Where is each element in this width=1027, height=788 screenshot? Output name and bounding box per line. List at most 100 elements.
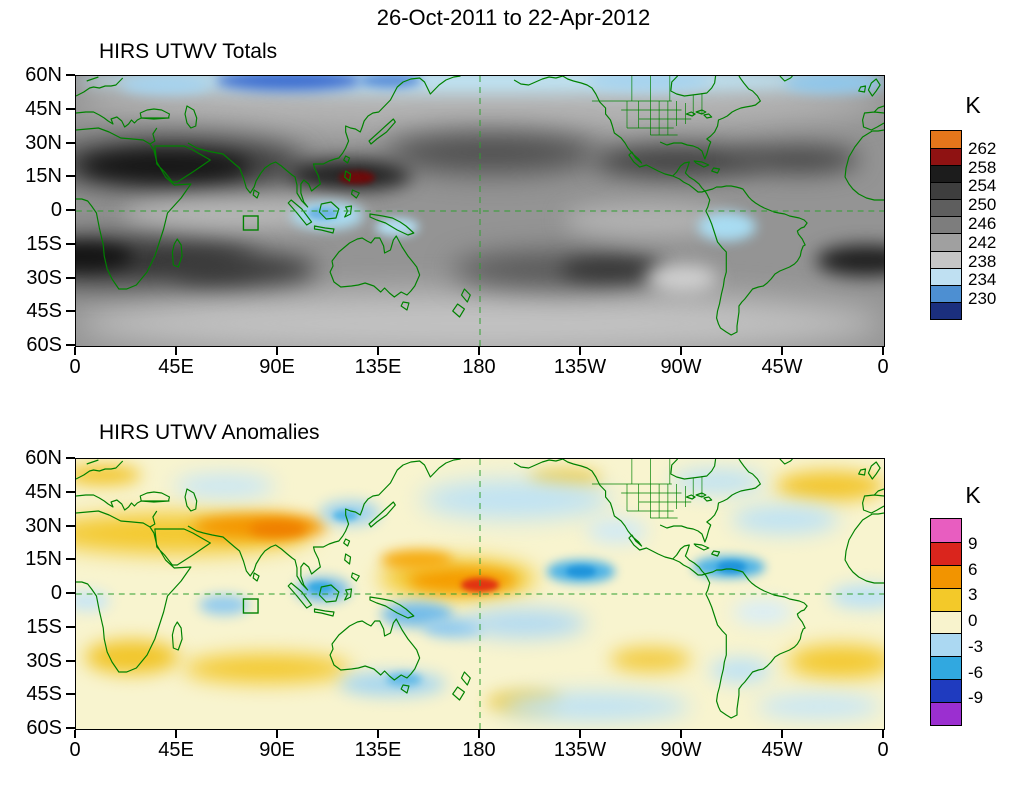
totals-colorbar-units-label: K (965, 92, 981, 118)
contour-blob (308, 581, 333, 593)
contour-blob (736, 145, 861, 173)
axis-tick (66, 592, 75, 594)
colorbar-segment (931, 250, 961, 268)
contour-blob (710, 658, 771, 683)
axis-tick (66, 310, 75, 313)
axis-tick (66, 659, 75, 662)
contour-blob (830, 583, 884, 609)
colorbar-tick-label: 6 (968, 559, 978, 579)
contour-blob (586, 76, 711, 90)
axis-tick (66, 457, 75, 459)
colorbar-segment (931, 148, 961, 166)
anomalies-map (75, 458, 885, 730)
lat-tick-label: 15N (25, 548, 62, 571)
axis-tick (66, 175, 75, 178)
contour-blob (420, 480, 612, 519)
lon-tick-label: 45W (761, 356, 803, 378)
contour-blob (173, 473, 275, 499)
lat-tick-label: 0 (50, 582, 62, 604)
colorbar-segment (931, 541, 961, 565)
lat-tick-label: 15S (26, 615, 62, 638)
contour-blob (120, 76, 211, 94)
contour-blob (697, 212, 757, 242)
axis-tick (579, 347, 581, 355)
lon-tick-label: 0 (69, 739, 81, 761)
date-range-title: 26-Oct-2011 to 22-Apr-2012 (376, 5, 651, 30)
axis-tick (66, 625, 75, 628)
axis-tick (66, 490, 75, 493)
axis-tick (377, 347, 379, 355)
axis-tick (882, 347, 884, 355)
colorbar-tick-label: 246 (968, 214, 997, 233)
axis-tick (66, 693, 75, 696)
colorbar-segment (931, 633, 961, 657)
lon-tick-label: 0 (877, 356, 889, 378)
contour-blob (586, 518, 648, 544)
colorbar-segment (931, 284, 961, 302)
contour-blob (646, 265, 718, 292)
contour-blob (76, 464, 142, 485)
colorbar-segment (931, 233, 961, 251)
lon-tick-label: 90W (660, 739, 702, 761)
axis-tick (579, 730, 581, 738)
colorbar-tick-label: 242 (968, 232, 997, 252)
lat-tick-label: 30N (25, 514, 62, 537)
anomalies-colorbar (930, 518, 962, 726)
anomalies-panel-title: HIRS UTWV Anomalies (99, 421, 320, 444)
contour-blob (408, 568, 516, 593)
axis-tick (74, 730, 76, 738)
axis-tick (478, 347, 480, 355)
contour-blob (732, 599, 794, 625)
axis-tick (66, 276, 75, 279)
lon-tick-label: 180 (462, 739, 496, 761)
lon-tick-label: 0 (69, 356, 81, 378)
lat-tick-label: 45S (26, 300, 62, 323)
contour-blob (757, 694, 881, 719)
colorbar-segment (931, 267, 961, 285)
colorbar-segment (931, 564, 961, 588)
contour-blob (716, 561, 746, 573)
lon-tick-label: 135E (354, 356, 402, 378)
axis-tick (66, 141, 75, 144)
contour-blob (171, 253, 318, 286)
contour-blob (384, 132, 598, 173)
anomalies-colorbar-units-label: K (965, 482, 981, 508)
colorbar-segment (931, 165, 961, 183)
contour-blob (559, 258, 661, 281)
contour-blob (182, 653, 351, 683)
lat-tick-label: 30S (26, 266, 62, 289)
lat-tick-label: 30N (25, 131, 62, 154)
colorbar-segment (931, 519, 961, 542)
axis-tick (781, 730, 783, 738)
contour-blob (248, 520, 308, 537)
colorbar-tick-label: -6 (968, 662, 984, 682)
axis-tick (680, 730, 682, 738)
contour-blob (338, 170, 375, 184)
colorbar-tick-label: 9 (968, 533, 978, 553)
axis-tick (680, 347, 682, 355)
axis-tick (66, 344, 75, 346)
axis-tick (175, 730, 177, 738)
colorbar-segment (931, 199, 961, 217)
totals-map (75, 75, 885, 347)
axis-tick (66, 558, 75, 561)
lon-tick-label: 180 (462, 356, 496, 378)
axis-tick (66, 242, 75, 245)
colorbar-tick-label: 234 (968, 270, 997, 290)
axis-tick (66, 524, 75, 527)
axis-tick (175, 347, 177, 355)
contour-blob (593, 145, 762, 178)
totals-colorbar (930, 130, 962, 320)
axis-tick (276, 730, 278, 738)
region-box-marker (242, 598, 259, 614)
axis-tick (377, 730, 379, 738)
lon-tick-label: 0 (877, 739, 889, 761)
colorbar-tick-label: -9 (968, 688, 984, 708)
axis-tick (66, 107, 75, 110)
totals-panel-title: HIRS UTWV Totals (99, 40, 278, 63)
contour-blob (374, 217, 420, 236)
contour-blob (216, 76, 363, 91)
lat-tick-label: 45N (25, 480, 62, 503)
colorbar-segment (931, 131, 961, 149)
contour-blob (731, 505, 840, 535)
